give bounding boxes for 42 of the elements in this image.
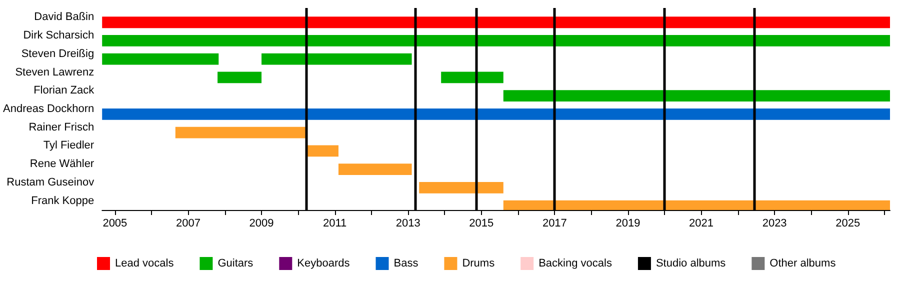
x-tick-label: 2021	[689, 218, 714, 230]
legend-label: Other albums	[770, 258, 836, 270]
x-tick-label: 2007	[176, 218, 200, 230]
bar	[102, 108, 890, 120]
bar	[102, 35, 890, 46]
legend-label: Keyboards	[297, 258, 350, 270]
bar	[307, 145, 338, 157]
bar	[262, 53, 412, 65]
y-tick-label: Tyl Fiedler	[43, 140, 94, 152]
x-tick-label: 2013	[396, 218, 420, 230]
x-tick-label: 2005	[102, 218, 128, 230]
y-tick-label: Rustam Guseinov	[6, 176, 95, 188]
y-tick-label: Steven Dreißig	[21, 48, 94, 60]
bar	[441, 72, 504, 84]
y-tick-label: Rene Wähler	[30, 158, 94, 170]
bar	[338, 164, 412, 175]
bar	[419, 182, 504, 194]
bar	[503, 90, 890, 102]
legend-label: Bass	[394, 258, 419, 270]
y-tick-label: Steven Lawrenz	[15, 66, 94, 78]
legend-label: Drums	[462, 258, 496, 270]
bar	[218, 72, 262, 84]
x-tick-label: 2017	[542, 218, 567, 230]
legend-label: Guitars	[218, 258, 254, 270]
x-tick-label: 2023	[762, 218, 787, 230]
bar	[102, 53, 219, 65]
legend-label: Lead vocals	[115, 258, 174, 270]
y-tick-label: Frank Koppe	[31, 194, 94, 207]
y-tick-label: Dirk Scharsich	[23, 30, 94, 42]
x-tick-label: 2025	[836, 218, 860, 230]
y-tick-label: David Baßin	[34, 11, 94, 24]
bar	[102, 16, 890, 28]
y-tick-label: Andreas Dockhorn	[2, 103, 94, 115]
legend-label: Backing vocals	[538, 258, 612, 270]
x-tick-label: 2009	[249, 218, 274, 230]
y-tick-label: Florian Zack	[34, 84, 95, 97]
x-tick-label: 2019	[616, 218, 640, 230]
legend-label: Studio albums	[656, 258, 726, 270]
x-tick-label: 2011	[322, 218, 347, 230]
x-tick-label: 2015	[469, 218, 494, 230]
bar	[175, 126, 308, 138]
y-tick-label: Rainer Frisch	[28, 121, 94, 134]
